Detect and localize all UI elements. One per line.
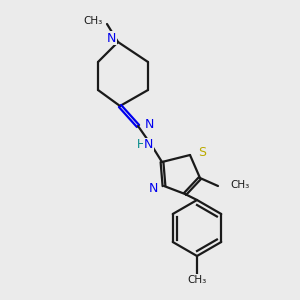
Text: CH₃: CH₃: [188, 275, 207, 285]
Text: CH₃: CH₃: [230, 180, 249, 190]
Text: N: N: [145, 118, 154, 131]
Text: N: N: [148, 182, 158, 196]
Text: H: H: [137, 139, 146, 152]
Text: N: N: [144, 139, 153, 152]
Text: N: N: [106, 32, 116, 44]
Text: CH₃: CH₃: [84, 16, 103, 26]
Text: S: S: [198, 146, 206, 160]
